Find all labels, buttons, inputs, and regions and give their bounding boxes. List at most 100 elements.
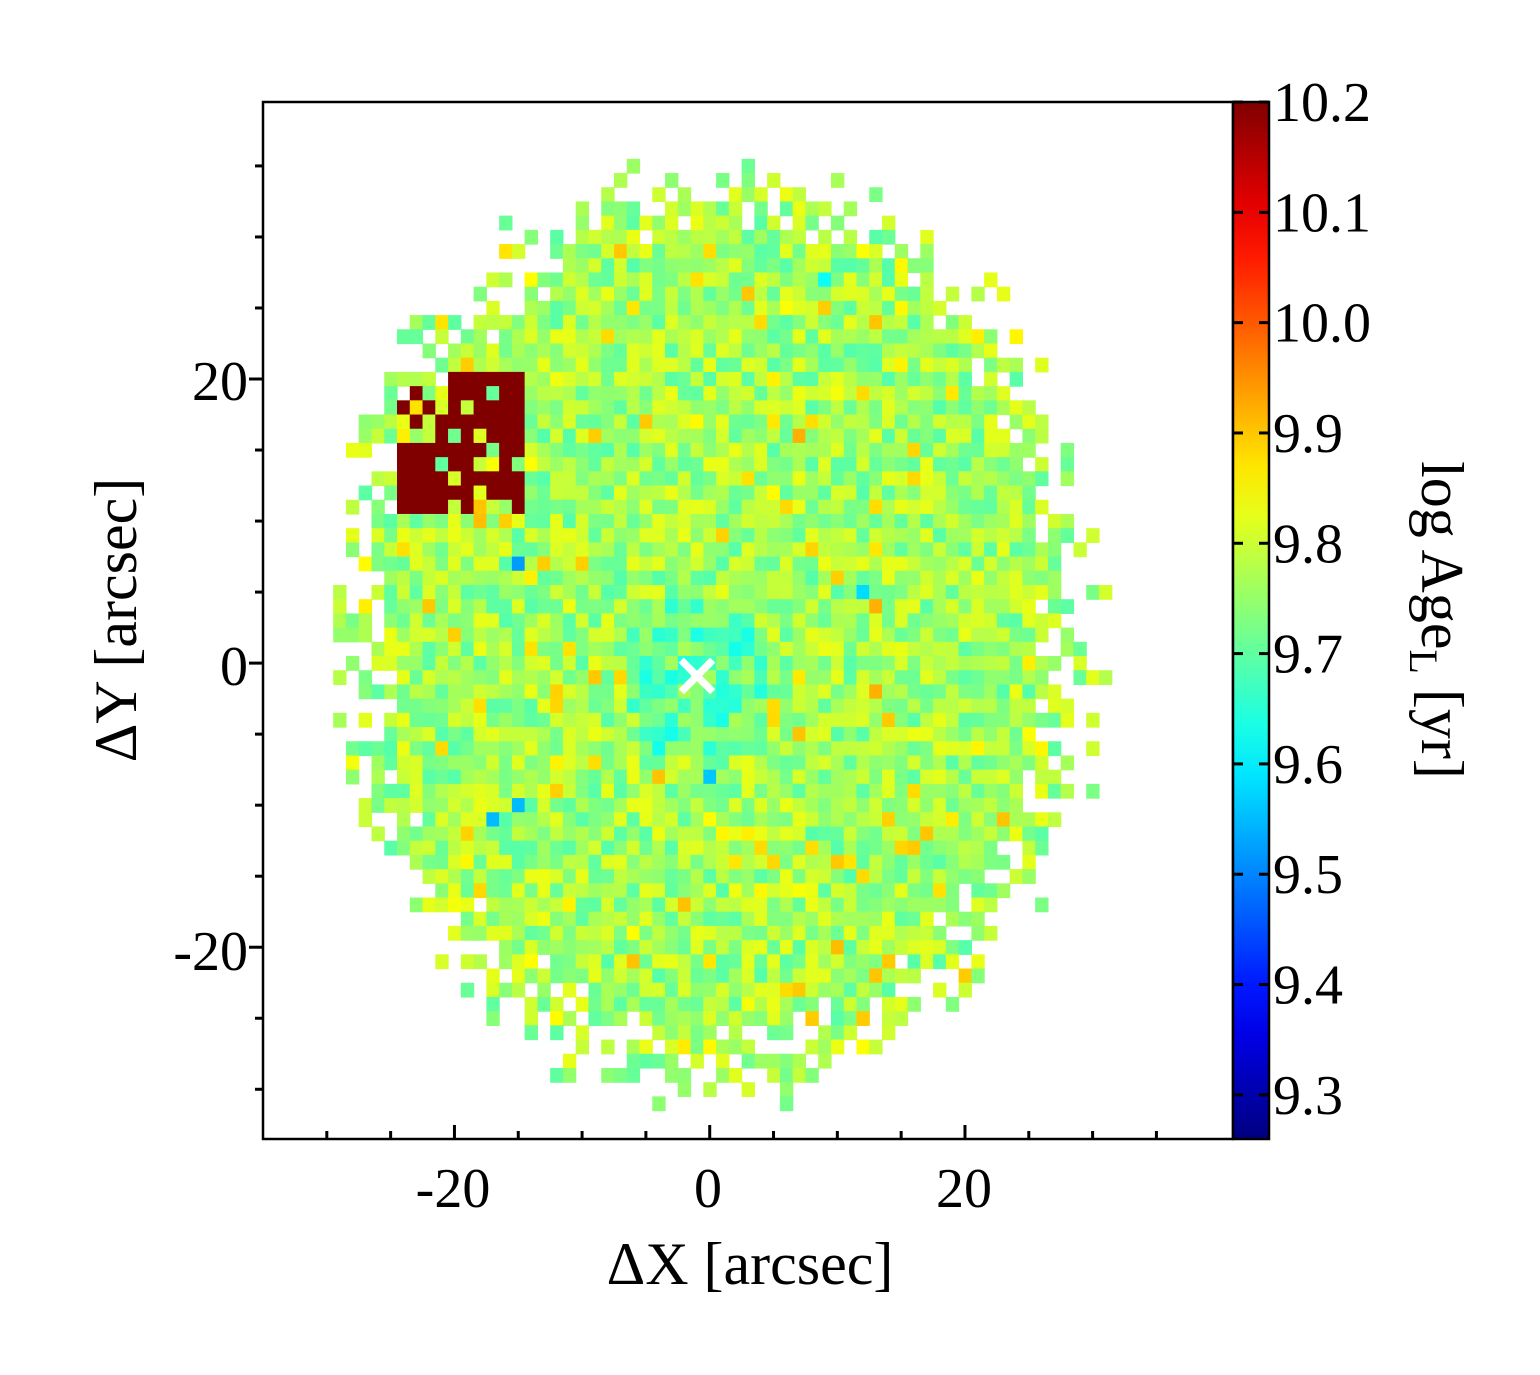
heatmap-pixel [613, 272, 628, 288]
heatmap-pixel [448, 471, 462, 487]
heatmap-pixel [767, 727, 781, 742]
heatmap-pixel [575, 741, 590, 757]
heatmap-pixel [716, 968, 730, 984]
heatmap-pixel [830, 471, 845, 487]
heatmap-pixel [613, 996, 628, 1012]
heatmap-pixel [397, 471, 411, 487]
heatmap-pixel [716, 1011, 730, 1026]
heatmap-pixel [639, 897, 653, 913]
heatmap-pixel [435, 471, 449, 487]
heatmap-pixel [830, 528, 845, 543]
heatmap-pixel [601, 272, 615, 288]
heatmap-pixel [333, 599, 347, 614]
heatmap-pixel [830, 400, 845, 416]
heatmap-pixel [741, 272, 755, 288]
heatmap-pixel [779, 812, 794, 828]
heatmap-pixel [843, 698, 858, 714]
heatmap-pixel [537, 599, 551, 614]
heatmap-pixel [601, 812, 615, 828]
heatmap-pixel [869, 883, 883, 899]
heatmap-pixel [728, 670, 743, 686]
heatmap-pixel [805, 499, 819, 515]
heatmap-pixel [856, 982, 870, 998]
heatmap-pixel [805, 911, 819, 927]
heatmap-pixel [677, 556, 692, 572]
heatmap-pixel [473, 883, 487, 899]
heatmap-pixel [984, 542, 998, 558]
heatmap-pixel [792, 201, 807, 217]
heatmap-pixel [460, 982, 475, 998]
heatmap-pixel [409, 542, 424, 558]
heatmap-pixel [907, 911, 921, 927]
heatmap-pixel [422, 599, 436, 614]
heatmap-pixel [792, 229, 807, 245]
heatmap-pixel [728, 698, 743, 714]
heatmap-pixel [422, 641, 436, 657]
heatmap-pixel [677, 599, 692, 614]
heatmap-pixel [677, 258, 692, 274]
heatmap-pixel [435, 883, 449, 899]
heatmap-pixel [409, 485, 424, 501]
heatmap-pixel [460, 911, 475, 927]
heatmap-pixel [422, 712, 436, 728]
heatmap-pixel [626, 471, 641, 487]
heatmap-pixel [460, 357, 475, 373]
heatmap-pixel [601, 329, 615, 345]
heatmap-pixel [1035, 684, 1049, 700]
heatmap-pixel [933, 329, 947, 345]
heatmap-pixel [716, 315, 730, 330]
heatmap-pixel [779, 854, 794, 870]
heatmap-pixel [907, 584, 921, 600]
heatmap-pixel [767, 485, 781, 501]
heatmap-pixel [779, 371, 794, 387]
heatmap-pixel [1009, 769, 1023, 785]
heatmap-pixel [588, 727, 602, 742]
heatmap-pixel [537, 741, 551, 757]
heatmap-pixel [511, 244, 526, 259]
heatmap-pixel [665, 229, 679, 245]
heatmap-pixel [1009, 727, 1023, 742]
heatmap-pixel [562, 940, 577, 955]
heatmap-pixel [677, 698, 692, 714]
heatmap-pixel [958, 584, 972, 600]
heatmap-pixel [767, 528, 781, 543]
heatmap-pixel [371, 471, 385, 487]
heatmap-pixel [537, 698, 551, 714]
heatmap-pixel [945, 954, 960, 970]
heatmap-pixel [958, 499, 972, 515]
heatmap-pixel [537, 769, 551, 785]
heatmap-pixel [486, 357, 500, 373]
heatmap-pixel [690, 613, 704, 629]
heatmap-pixel [792, 315, 807, 330]
heatmap-pixel [984, 357, 998, 373]
heatmap-pixel [716, 471, 730, 487]
heatmap-pixel [728, 215, 743, 231]
heatmap-pixel [435, 840, 449, 856]
heatmap-pixel [652, 414, 666, 430]
heatmap-pixel [767, 371, 781, 387]
heatmap-pixel [920, 712, 934, 728]
heatmap-pixel [805, 513, 819, 529]
heatmap-pixel [460, 869, 475, 884]
heatmap-pixel [792, 1053, 807, 1069]
heatmap-pixel [792, 854, 807, 870]
heatmap-pixel [1022, 570, 1036, 586]
heatmap-pixel [575, 442, 590, 458]
heatmap-pixel [690, 570, 704, 586]
y-tick-labels: 20 0 -20 [173, 351, 248, 983]
heatmap-pixel [703, 883, 717, 899]
heatmap-pixel [397, 556, 411, 572]
heatmap-pixel [473, 386, 487, 401]
heatmap-pixel [818, 613, 832, 629]
heatmap-pixel [626, 584, 641, 600]
heatmap-pixel [856, 414, 870, 430]
heatmap-pixel [384, 656, 398, 671]
heatmap-pixel [792, 769, 807, 785]
heatmap-pixel [818, 982, 832, 998]
heatmap-pixel [665, 727, 679, 742]
heatmap-pixel [690, 741, 704, 757]
heatmap-pixel [524, 471, 538, 487]
heatmap-pixel [511, 613, 526, 629]
heatmap-pixel [996, 627, 1011, 643]
heatmap-pixel [422, 414, 436, 430]
